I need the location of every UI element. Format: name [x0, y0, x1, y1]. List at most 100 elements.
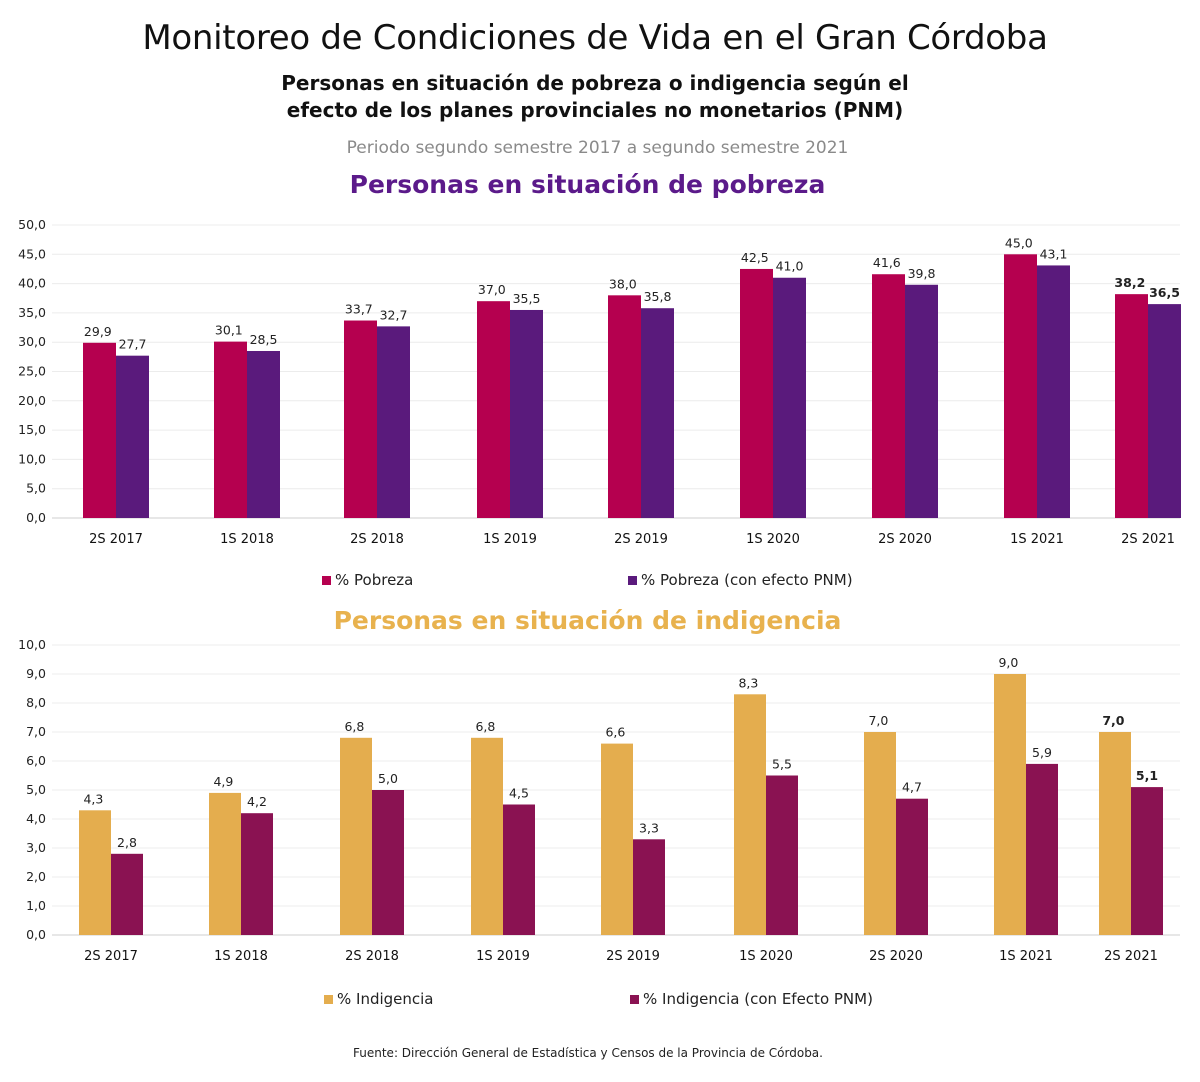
page-title: Monitoreo de Condiciones de Vida en el G… [142, 18, 1048, 58]
x-tick-label: 2S 2018 [350, 532, 404, 547]
poverty-bar-pnm [773, 277, 806, 518]
subtitle-line-1: Personas en situación de pobreza o indig… [281, 71, 909, 95]
indigence-bar-base [340, 737, 372, 935]
x-tick-label: 1S 2019 [483, 532, 537, 547]
poverty-chart-title: Personas en situación de pobreza [349, 170, 826, 199]
data-label: 4,7 [902, 780, 922, 795]
data-label: 29,9 [84, 324, 112, 339]
data-label: 42,5 [741, 250, 769, 265]
data-label: 9,0 [998, 655, 1018, 670]
y-tick-label: 7,0 [26, 724, 46, 739]
indigence-bar-pnm [241, 813, 273, 935]
poverty-bar-base [740, 268, 773, 518]
data-label: 38,2 [1114, 275, 1145, 290]
indigence-bar-base [994, 674, 1026, 935]
data-label: 35,8 [644, 289, 672, 304]
indigence-bar-base [79, 810, 111, 935]
legend-label: % Pobreza (con efecto PNM) [641, 571, 853, 589]
poverty-bar-base [1004, 254, 1037, 519]
y-tick-label: 30,0 [18, 334, 46, 349]
y-tick-label: 8,0 [26, 695, 46, 710]
poverty-bar-base [83, 342, 116, 518]
data-label: 5,5 [772, 757, 792, 772]
indigence-bar-base [1099, 732, 1131, 935]
y-tick-label: 40,0 [18, 276, 46, 291]
x-tick-label: 2S 2021 [1121, 532, 1175, 547]
indigence-bar-pnm [503, 804, 535, 935]
indigence-bar-pnm [896, 798, 928, 935]
data-label: 7,0 [1102, 713, 1124, 728]
poverty-bar-pnm [905, 284, 938, 518]
data-label: 4,5 [509, 786, 529, 801]
data-label: 6,6 [605, 725, 625, 740]
data-label: 33,7 [345, 302, 373, 317]
poverty-bar-pnm [377, 326, 410, 518]
data-label: 43,1 [1040, 246, 1068, 261]
indigence-bar-pnm [633, 839, 665, 935]
data-label: 6,8 [344, 719, 364, 734]
legend-label: % Pobreza [335, 571, 414, 589]
poverty-chart: 0,0 5,0 10,0 15,0 20,0 25,0 30,0 35,0 40,0 45,0 50… [18, 217, 1181, 547]
indigence-bar-pnm [1026, 763, 1058, 935]
data-label: 5,0 [378, 771, 398, 786]
poverty-legend-item-2: % Pobreza (con efecto PNM) [628, 571, 853, 589]
y-tick-label: 3,0 [26, 840, 46, 855]
y-tick-label: 45,0 [18, 246, 46, 261]
indigence-legend-item-2: % Indigencia (con Efecto PNM) [630, 990, 873, 1008]
indigence-bar-pnm [372, 790, 404, 935]
y-tick-label: 2,0 [26, 869, 46, 884]
x-tick-label: 1S 2021 [1010, 532, 1064, 547]
period-label: Periodo segundo semestre 2017 a segundo … [346, 138, 849, 158]
poverty-bar-pnm [1148, 304, 1181, 518]
x-tick-label: 1S 2020 [739, 949, 793, 964]
poverty-bar-base [1115, 294, 1148, 518]
data-label: 3,3 [639, 820, 659, 835]
data-label: 4,3 [83, 791, 103, 806]
poverty-bar-pnm [641, 308, 674, 518]
poverty-bar-pnm [116, 355, 149, 518]
x-tick-label: 1S 2019 [476, 949, 530, 964]
data-label: 6,8 [475, 719, 495, 734]
x-tick-label: 2S 2020 [869, 949, 923, 964]
data-label: 5,1 [1136, 768, 1158, 783]
poverty-legend-item-1: % Pobreza [322, 571, 413, 589]
indigence-bar-base [734, 694, 766, 935]
indigence-bar-base [601, 743, 633, 935]
page-subtitle: Personas en situación de pobreza o indig… [0, 70, 1190, 124]
indigence-legend-item-1: % Indigencia [324, 990, 434, 1008]
data-label: 7,0 [868, 713, 888, 728]
data-label: 30,1 [215, 323, 243, 338]
poverty-bar-base [344, 320, 377, 518]
x-tick-label: 2S 2021 [1104, 949, 1158, 964]
poverty-bar-base [477, 301, 510, 518]
x-tick-label: 2S 2019 [606, 949, 660, 964]
data-label: 5,9 [1032, 745, 1052, 760]
indigence-bar-pnm [111, 853, 143, 935]
legend-label: % Indigencia (con Efecto PNM) [643, 990, 873, 1008]
y-tick-label: 5,0 [26, 481, 46, 496]
y-tick-label: 0,0 [26, 510, 46, 525]
x-tick-label: 1S 2018 [214, 949, 268, 964]
y-tick-label: 35,0 [18, 305, 46, 320]
y-tick-label: 0,0 [26, 927, 46, 942]
y-tick-label: 6,0 [26, 753, 46, 768]
data-label: 41,6 [873, 255, 901, 270]
data-label: 37,0 [478, 282, 506, 297]
legend-label: % Indigencia [337, 990, 434, 1008]
indigence-chart-title: Personas en situación de indigencia [333, 606, 842, 635]
x-tick-label: 1S 2021 [999, 949, 1053, 964]
y-tick-label: 5,0 [26, 782, 46, 797]
poverty-bar-base [214, 341, 247, 518]
legend-swatch [324, 994, 333, 1004]
indigence-bar-pnm [766, 775, 798, 935]
indigence-bar-base [471, 737, 503, 935]
x-tick-label: 2S 2017 [89, 532, 143, 547]
y-tick-label: 25,0 [18, 364, 46, 379]
poverty-bar-pnm [247, 350, 280, 518]
x-tick-label: 2S 2018 [345, 949, 399, 964]
poverty-bar-base [872, 274, 905, 518]
data-label: 4,9 [213, 774, 233, 789]
data-label: 35,5 [513, 291, 541, 306]
data-label: 36,5 [1149, 285, 1180, 300]
y-tick-label: 10,0 [18, 451, 46, 466]
